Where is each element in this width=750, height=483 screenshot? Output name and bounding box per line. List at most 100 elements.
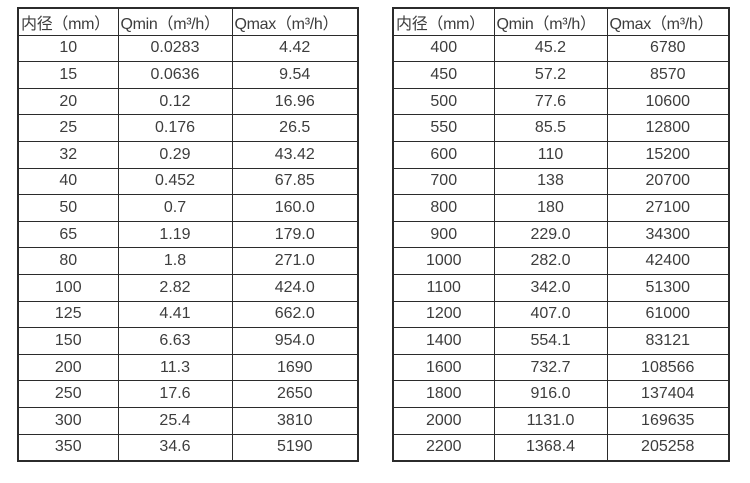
table-row: 1600 732.7 108566 (392, 353, 730, 382)
table-cell: 6.63 (117, 327, 233, 355)
table-row: 250 17.6 2650 (17, 380, 359, 408)
table-cell: 0.0283 (117, 34, 233, 63)
table-cell: 732.7 (493, 353, 608, 382)
column-header: 内径（mm） (17, 7, 119, 36)
table-cell: 67.85 (231, 167, 359, 196)
table-body: 400 45.2 6780 450 57.2 8570 500 77.6 10600 550 85.… (392, 34, 730, 462)
table-cell: 160.0 (231, 194, 359, 222)
table-cell: 500 (392, 87, 495, 116)
table-row: 350 34.6 5190 (17, 433, 359, 462)
table-cell: 700 (392, 167, 495, 196)
flow-spec-table-small-diameters: 内径（mm） Qmin（m³/h） Qmax（m³/h） 10 0.0283 4.42 1… (17, 7, 359, 463)
table-row: 2000 1131.0 169635 (392, 406, 730, 435)
table-cell: 0.176 (117, 114, 233, 142)
table-cell: 85.5 (493, 114, 608, 142)
table-cell: 1.8 (117, 247, 233, 275)
table-cell: 125 (17, 300, 119, 329)
table-cell: 350 (17, 433, 119, 462)
table-cell: 550 (392, 114, 495, 142)
flow-spec-table-large-diameters: 内径（mm） Qmin（m³/h） Qmax（m³/h） 400 45.2 6780 45… (392, 7, 730, 463)
table-cell: 1100 (392, 273, 495, 302)
table-row: 50 0.7 160.0 (17, 194, 359, 222)
table-cell: 900 (392, 220, 495, 249)
table-row: 300 25.4 3810 (17, 406, 359, 435)
table-cell: 50 (17, 194, 119, 222)
table-cell: 4.42 (231, 34, 359, 63)
column-header: 内径（mm） (392, 7, 495, 36)
table-row: 1800 916.0 137404 (392, 380, 730, 408)
table-cell: 80 (17, 247, 119, 275)
table-cell: 600 (392, 140, 495, 169)
table-cell: 800 (392, 194, 495, 222)
column-header: Qmax（m³/h） (231, 7, 359, 36)
table-cell: 15200 (606, 140, 730, 169)
table-row: 550 85.5 12800 (392, 114, 730, 142)
table-cell: 4.41 (117, 300, 233, 329)
table-cell: 554.1 (493, 327, 608, 355)
table-cell: 179.0 (231, 220, 359, 249)
table-cell: 138 (493, 167, 608, 196)
header-row: 内径（mm） Qmin（m³/h） Qmax（m³/h） (392, 7, 730, 36)
table-row: 200 11.3 1690 (17, 353, 359, 382)
table-cell: 2650 (231, 380, 359, 408)
table-row: 400 45.2 6780 (392, 34, 730, 63)
table-cell: 1600 (392, 353, 495, 382)
table-row: 40 0.452 67.85 (17, 167, 359, 196)
table-cell: 9.54 (231, 61, 359, 89)
table-cell: 16.96 (231, 87, 359, 116)
table-row: 125 4.41 662.0 (17, 300, 359, 329)
table-row: 600 110 15200 (392, 140, 730, 169)
table-cell: 180 (493, 194, 608, 222)
column-header: Qmin（m³/h） (493, 7, 608, 36)
column-header: Qmax（m³/h） (606, 7, 730, 36)
table-cell: 342.0 (493, 273, 608, 302)
table-cell: 34300 (606, 220, 730, 249)
table-cell: 2000 (392, 406, 495, 435)
table-row: 150 6.63 954.0 (17, 327, 359, 355)
table-row: 65 1.19 179.0 (17, 220, 359, 249)
table-cell: 51300 (606, 273, 730, 302)
table-cell: 250 (17, 380, 119, 408)
table-cell: 2.82 (117, 273, 233, 302)
spec-tables-container: 内径（mm） Qmin（m³/h） Qmax（m³/h） 10 0.0283 4.42 1… (17, 7, 730, 463)
table-cell: 6780 (606, 34, 730, 63)
table-cell: 662.0 (231, 300, 359, 329)
table-cell: 2200 (392, 433, 495, 462)
table-cell: 43.42 (231, 140, 359, 169)
table-row: 20 0.12 16.96 (17, 87, 359, 116)
table-cell: 407.0 (493, 300, 608, 329)
table-cell: 20 (17, 87, 119, 116)
table-cell: 1400 (392, 327, 495, 355)
table-header: 内径（mm） Qmin（m³/h） Qmax（m³/h） (17, 7, 359, 36)
table-cell: 45.2 (493, 34, 608, 63)
table-row: 700 138 20700 (392, 167, 730, 196)
table-cell: 65 (17, 220, 119, 249)
table-cell: 1000 (392, 247, 495, 275)
table-cell: 42400 (606, 247, 730, 275)
table-cell: 1690 (231, 353, 359, 382)
table-cell: 1131.0 (493, 406, 608, 435)
table-cell: 282.0 (493, 247, 608, 275)
table-row: 100 2.82 424.0 (17, 273, 359, 302)
table-cell: 400 (392, 34, 495, 63)
table-cell: 229.0 (493, 220, 608, 249)
table-row: 10 0.0283 4.42 (17, 34, 359, 63)
table-cell: 450 (392, 61, 495, 89)
table-cell: 0.7 (117, 194, 233, 222)
table-row: 80 1.8 271.0 (17, 247, 359, 275)
header-row: 内径（mm） Qmin（m³/h） Qmax（m³/h） (17, 7, 359, 36)
column-header: Qmin（m³/h） (117, 7, 233, 36)
table-header: 内径（mm） Qmin（m³/h） Qmax（m³/h） (392, 7, 730, 36)
table-cell: 169635 (606, 406, 730, 435)
table-cell: 1200 (392, 300, 495, 329)
table-row: 32 0.29 43.42 (17, 140, 359, 169)
table-cell: 1.19 (117, 220, 233, 249)
table-cell: 300 (17, 406, 119, 435)
table-cell: 15 (17, 61, 119, 89)
table-cell: 916.0 (493, 380, 608, 408)
table-cell: 137404 (606, 380, 730, 408)
table-row: 25 0.176 26.5 (17, 114, 359, 142)
table-cell: 26.5 (231, 114, 359, 142)
table-cell: 0.12 (117, 87, 233, 116)
table-cell: 83121 (606, 327, 730, 355)
